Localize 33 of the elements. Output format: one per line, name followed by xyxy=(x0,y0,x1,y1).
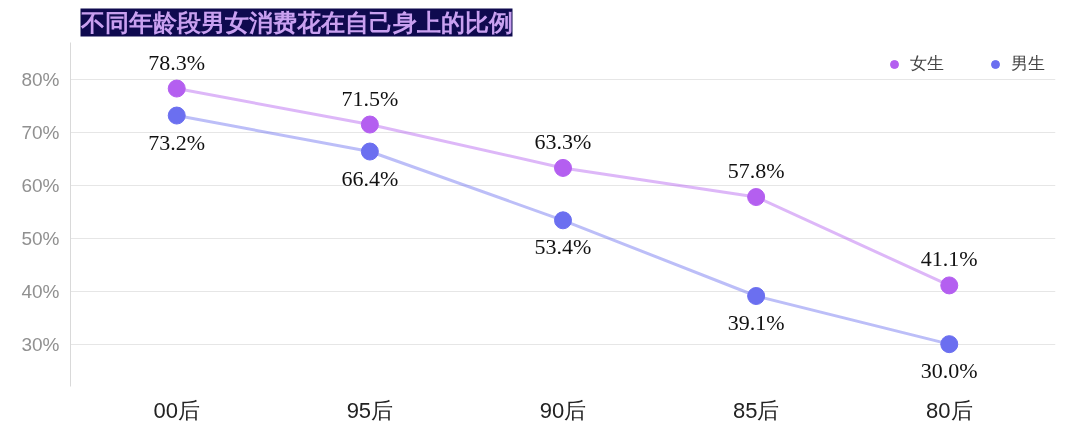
x-tick-label: 95后 xyxy=(346,397,394,423)
data-label: 66.4% xyxy=(341,165,399,191)
x-tick-label: 00后 xyxy=(153,397,200,423)
x-tick-label: 85后 xyxy=(732,397,780,423)
point xyxy=(167,79,186,98)
legend-label: 男生 xyxy=(1011,53,1045,75)
data-label: 57.8% xyxy=(727,158,785,184)
point xyxy=(940,335,959,354)
data-label: 63.3% xyxy=(534,128,592,154)
point xyxy=(360,142,379,161)
x-tick-label: 80后 xyxy=(926,397,973,423)
y-tick-label: 50% xyxy=(21,227,60,249)
data-label: 73.2% xyxy=(148,129,206,155)
point xyxy=(747,188,766,207)
data-label: 78.3% xyxy=(148,49,206,75)
data-label: 71.5% xyxy=(341,85,399,111)
point xyxy=(360,115,379,134)
point xyxy=(554,211,572,230)
legend-label: 女生 xyxy=(910,53,944,75)
y-tick-label: 70% xyxy=(21,121,60,143)
x-tick-label: 90后 xyxy=(539,397,587,423)
point xyxy=(167,106,186,125)
data-label: 53.4% xyxy=(534,234,592,260)
y-tick-label: 30% xyxy=(21,333,60,355)
point xyxy=(940,276,959,295)
y-tick-label: 40% xyxy=(21,280,60,302)
y-tick-label: 80% xyxy=(21,69,60,91)
data-label: 41.1% xyxy=(920,246,978,272)
data-label: 30.0% xyxy=(920,358,978,384)
y-tick-label: 60% xyxy=(21,174,60,196)
point xyxy=(554,158,572,177)
point xyxy=(747,287,766,305)
data-label: 39.1% xyxy=(727,310,785,335)
